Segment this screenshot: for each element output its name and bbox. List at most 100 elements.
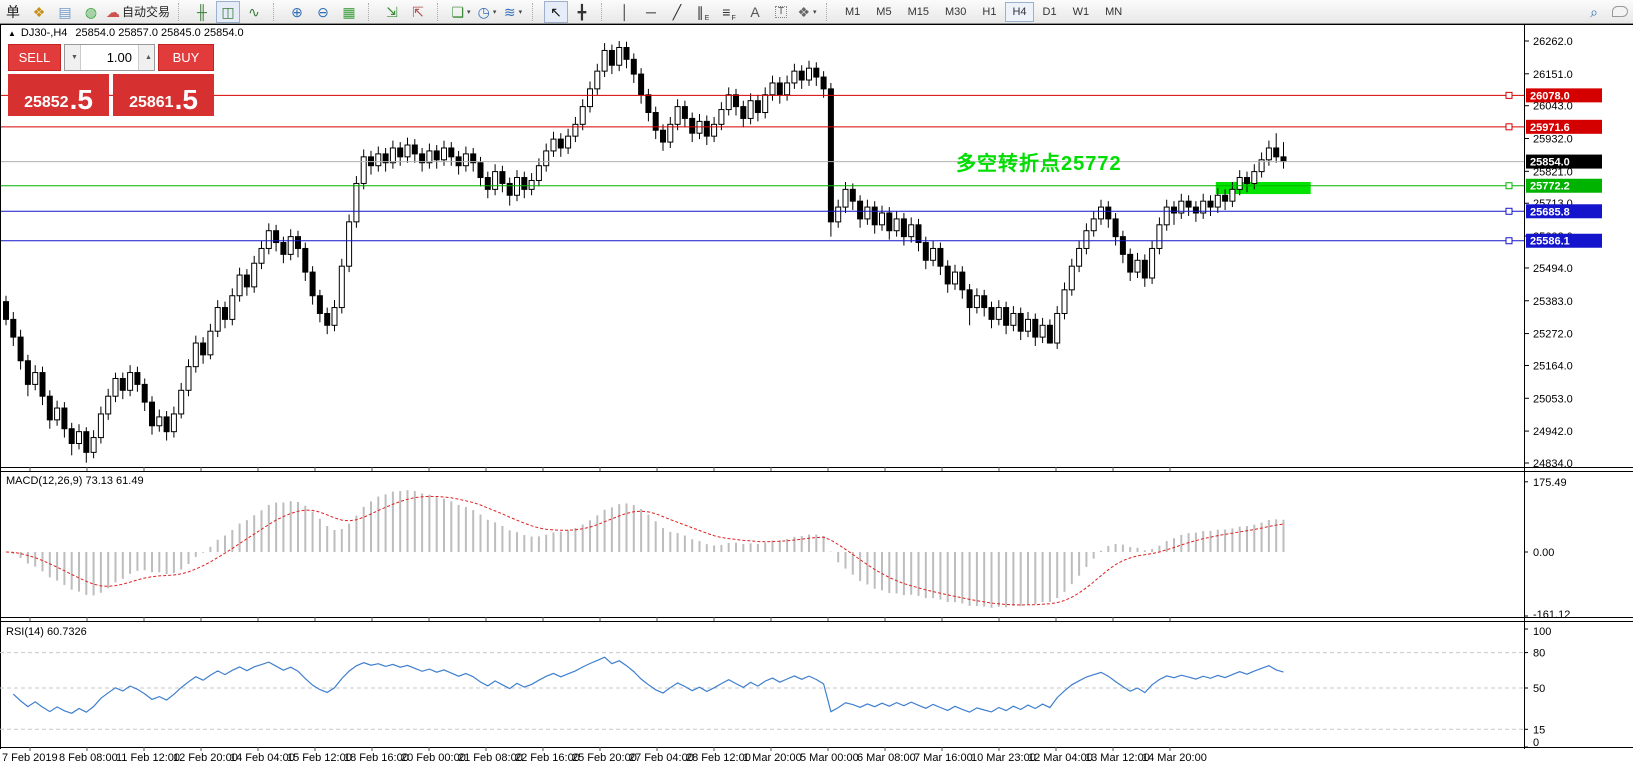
- svg-text:15 Feb 12:00: 15 Feb 12:00: [287, 752, 352, 764]
- svg-text:50: 50: [1533, 683, 1545, 695]
- svg-text:25 Feb 20:00: 25 Feb 20:00: [572, 752, 637, 764]
- cursor-icon[interactable]: ↖: [544, 0, 569, 23]
- new-chart-icon[interactable]: ❏ ▾: [451, 3, 471, 20]
- hline-handle[interactable]: [1505, 207, 1513, 215]
- hline-handle[interactable]: [1505, 182, 1513, 190]
- svg-text:25821.0: 25821.0: [1533, 166, 1573, 178]
- period-clock-icon[interactable]: ◷ ▾: [477, 3, 497, 20]
- svg-text:25854.0: 25854.0: [1530, 157, 1570, 169]
- package-icon[interactable]: ❖: [32, 3, 46, 20]
- toolbar-separator: [601, 2, 608, 21]
- timeframe-w1[interactable]: W1: [1072, 5, 1090, 18]
- signals-icon[interactable]: ◍: [84, 3, 98, 20]
- timeframe-h1[interactable]: H1: [982, 5, 997, 18]
- fibonacci-icon[interactable]: ≡ F: [722, 3, 736, 22]
- timeframe-mn[interactable]: MN: [1105, 5, 1123, 18]
- text-label-icon[interactable]: T: [769, 1, 793, 23]
- candlestick-chart-type-icon[interactable]: ◫: [216, 0, 241, 23]
- svg-text:14 Feb 04:00: 14 Feb 04:00: [230, 752, 295, 764]
- new-order-button[interactable]: 单: [6, 3, 20, 20]
- sell-price-big: .5: [69, 84, 93, 116]
- svg-text:27 Feb 04:00: 27 Feb 04:00: [629, 752, 694, 764]
- svg-text:24834.0: 24834.0: [1533, 458, 1573, 470]
- svg-text:22 Feb 16:00: 22 Feb 16:00: [515, 752, 580, 764]
- svg-text:20 Feb 00:00: 20 Feb 00:00: [401, 752, 466, 764]
- trendline-icon[interactable]: ╱: [672, 3, 682, 20]
- sell-button[interactable]: SELL: [8, 44, 61, 71]
- volume-decrease-button[interactable]: ▼: [65, 45, 81, 70]
- svg-text:0: 0: [1533, 737, 1539, 749]
- svg-text:25164.0: 25164.0: [1533, 360, 1573, 372]
- timeframe-d1[interactable]: D1: [1042, 5, 1057, 18]
- svg-text:-161.12: -161.12: [1533, 609, 1570, 621]
- crosshair-icon[interactable]: ╋: [577, 3, 587, 20]
- chart-annotation[interactable]: 多空转折点25772: [956, 153, 1122, 175]
- horizontal-line-icon[interactable]: ─: [646, 3, 656, 20]
- timeframe-m5[interactable]: M5: [876, 5, 892, 18]
- svg-text:12 Feb 20:00: 12 Feb 20:00: [173, 752, 238, 764]
- price-label: [1526, 178, 1602, 193]
- hline-handle[interactable]: [1505, 123, 1513, 131]
- hline-handle[interactable]: [1505, 237, 1513, 245]
- svg-text:25383.0: 25383.0: [1533, 296, 1573, 308]
- arrows-icon[interactable]: ❖ ▾: [797, 3, 817, 20]
- zoom-in-icon[interactable]: ⊕: [291, 3, 303, 20]
- indicators-icon[interactable]: ≋ ▾: [503, 3, 523, 20]
- volume-input[interactable]: [81, 45, 138, 70]
- rsi-line: [12, 656, 1284, 714]
- sell-price-main: 25852: [24, 94, 69, 111]
- terminals-icon[interactable]: ▤: [58, 3, 72, 20]
- timeframe-h4[interactable]: H4: [1005, 1, 1034, 22]
- volume-increase-button[interactable]: ▲: [138, 45, 154, 70]
- svg-text:25272.0: 25272.0: [1533, 329, 1573, 341]
- line-chart-type-icon[interactable]: ∿: [248, 3, 260, 20]
- svg-text:175.49: 175.49: [1533, 477, 1567, 489]
- timeframe-m30[interactable]: M30: [944, 5, 967, 18]
- svg-text:25685.8: 25685.8: [1530, 206, 1570, 218]
- buy-price-big: .5: [174, 84, 198, 116]
- toolbar-separator: [273, 2, 280, 21]
- buy-price-main: 25861: [129, 94, 174, 111]
- timeframe-m15[interactable]: M15: [907, 5, 929, 18]
- svg-text:7 Mar 16:00: 7 Mar 16:00: [914, 752, 973, 764]
- toolbar-separator: [178, 2, 185, 21]
- svg-text:100: 100: [1533, 626, 1551, 638]
- macd-signal-line: [5, 495, 1284, 606]
- sell-price[interactable]: 25852.5: [8, 74, 109, 116]
- auto-arrange-icon[interactable]: ⇲: [386, 3, 398, 20]
- rsi-indicator-label: RSI(14) 60.7326: [6, 626, 87, 638]
- svg-text:26078.0: 26078.0: [1530, 90, 1570, 102]
- svg-text:28 Feb 12:00: 28 Feb 12:00: [686, 752, 751, 764]
- one-click-trade-panel: SELL ▼ ▲ BUY 25852.5 25861.5: [8, 44, 214, 116]
- arrange-windows-icon[interactable]: ⇱: [412, 3, 424, 20]
- tile-windows-icon[interactable]: ▦: [342, 3, 356, 20]
- equidistant-channel-icon[interactable]: ∥ E: [696, 3, 710, 22]
- svg-text:26151.0: 26151.0: [1533, 69, 1573, 81]
- svg-text:26262.0: 26262.0: [1533, 36, 1573, 48]
- toolbar-separator: [437, 2, 444, 21]
- svg-text:26043.0: 26043.0: [1533, 101, 1573, 113]
- price-label: [1526, 233, 1602, 248]
- toolbar-separator: [826, 2, 833, 21]
- svg-text:0.00: 0.00: [1533, 547, 1554, 559]
- search-icon[interactable]: ⌕: [1590, 3, 1598, 20]
- svg-text:8 Feb 08:00: 8 Feb 08:00: [59, 752, 118, 764]
- price-label: [1526, 119, 1602, 134]
- timeframe-m1[interactable]: M1: [845, 5, 861, 18]
- bar-chart-type-icon[interactable]: ╫: [197, 3, 207, 20]
- svg-text:15: 15: [1533, 724, 1545, 736]
- zoom-out-icon[interactable]: ⊖: [317, 3, 329, 20]
- svg-text:25971.6: 25971.6: [1530, 122, 1570, 134]
- svg-text:12 Mar 04:00: 12 Mar 04:00: [1028, 752, 1093, 764]
- toolbar-separator: [532, 2, 539, 21]
- buy-price[interactable]: 25861.5: [113, 74, 214, 116]
- chat-icon[interactable]: [1608, 1, 1632, 23]
- vertical-line-icon[interactable]: │: [620, 3, 630, 20]
- price-label: [1526, 204, 1602, 219]
- subwindow-expand-arrow[interactable]: ▲: [8, 29, 16, 38]
- buy-button[interactable]: BUY: [158, 44, 214, 71]
- autotrading-button[interactable]: ☁ 自动交易: [106, 3, 171, 20]
- text-icon[interactable]: A: [750, 3, 760, 20]
- hline-handle[interactable]: [1505, 91, 1513, 99]
